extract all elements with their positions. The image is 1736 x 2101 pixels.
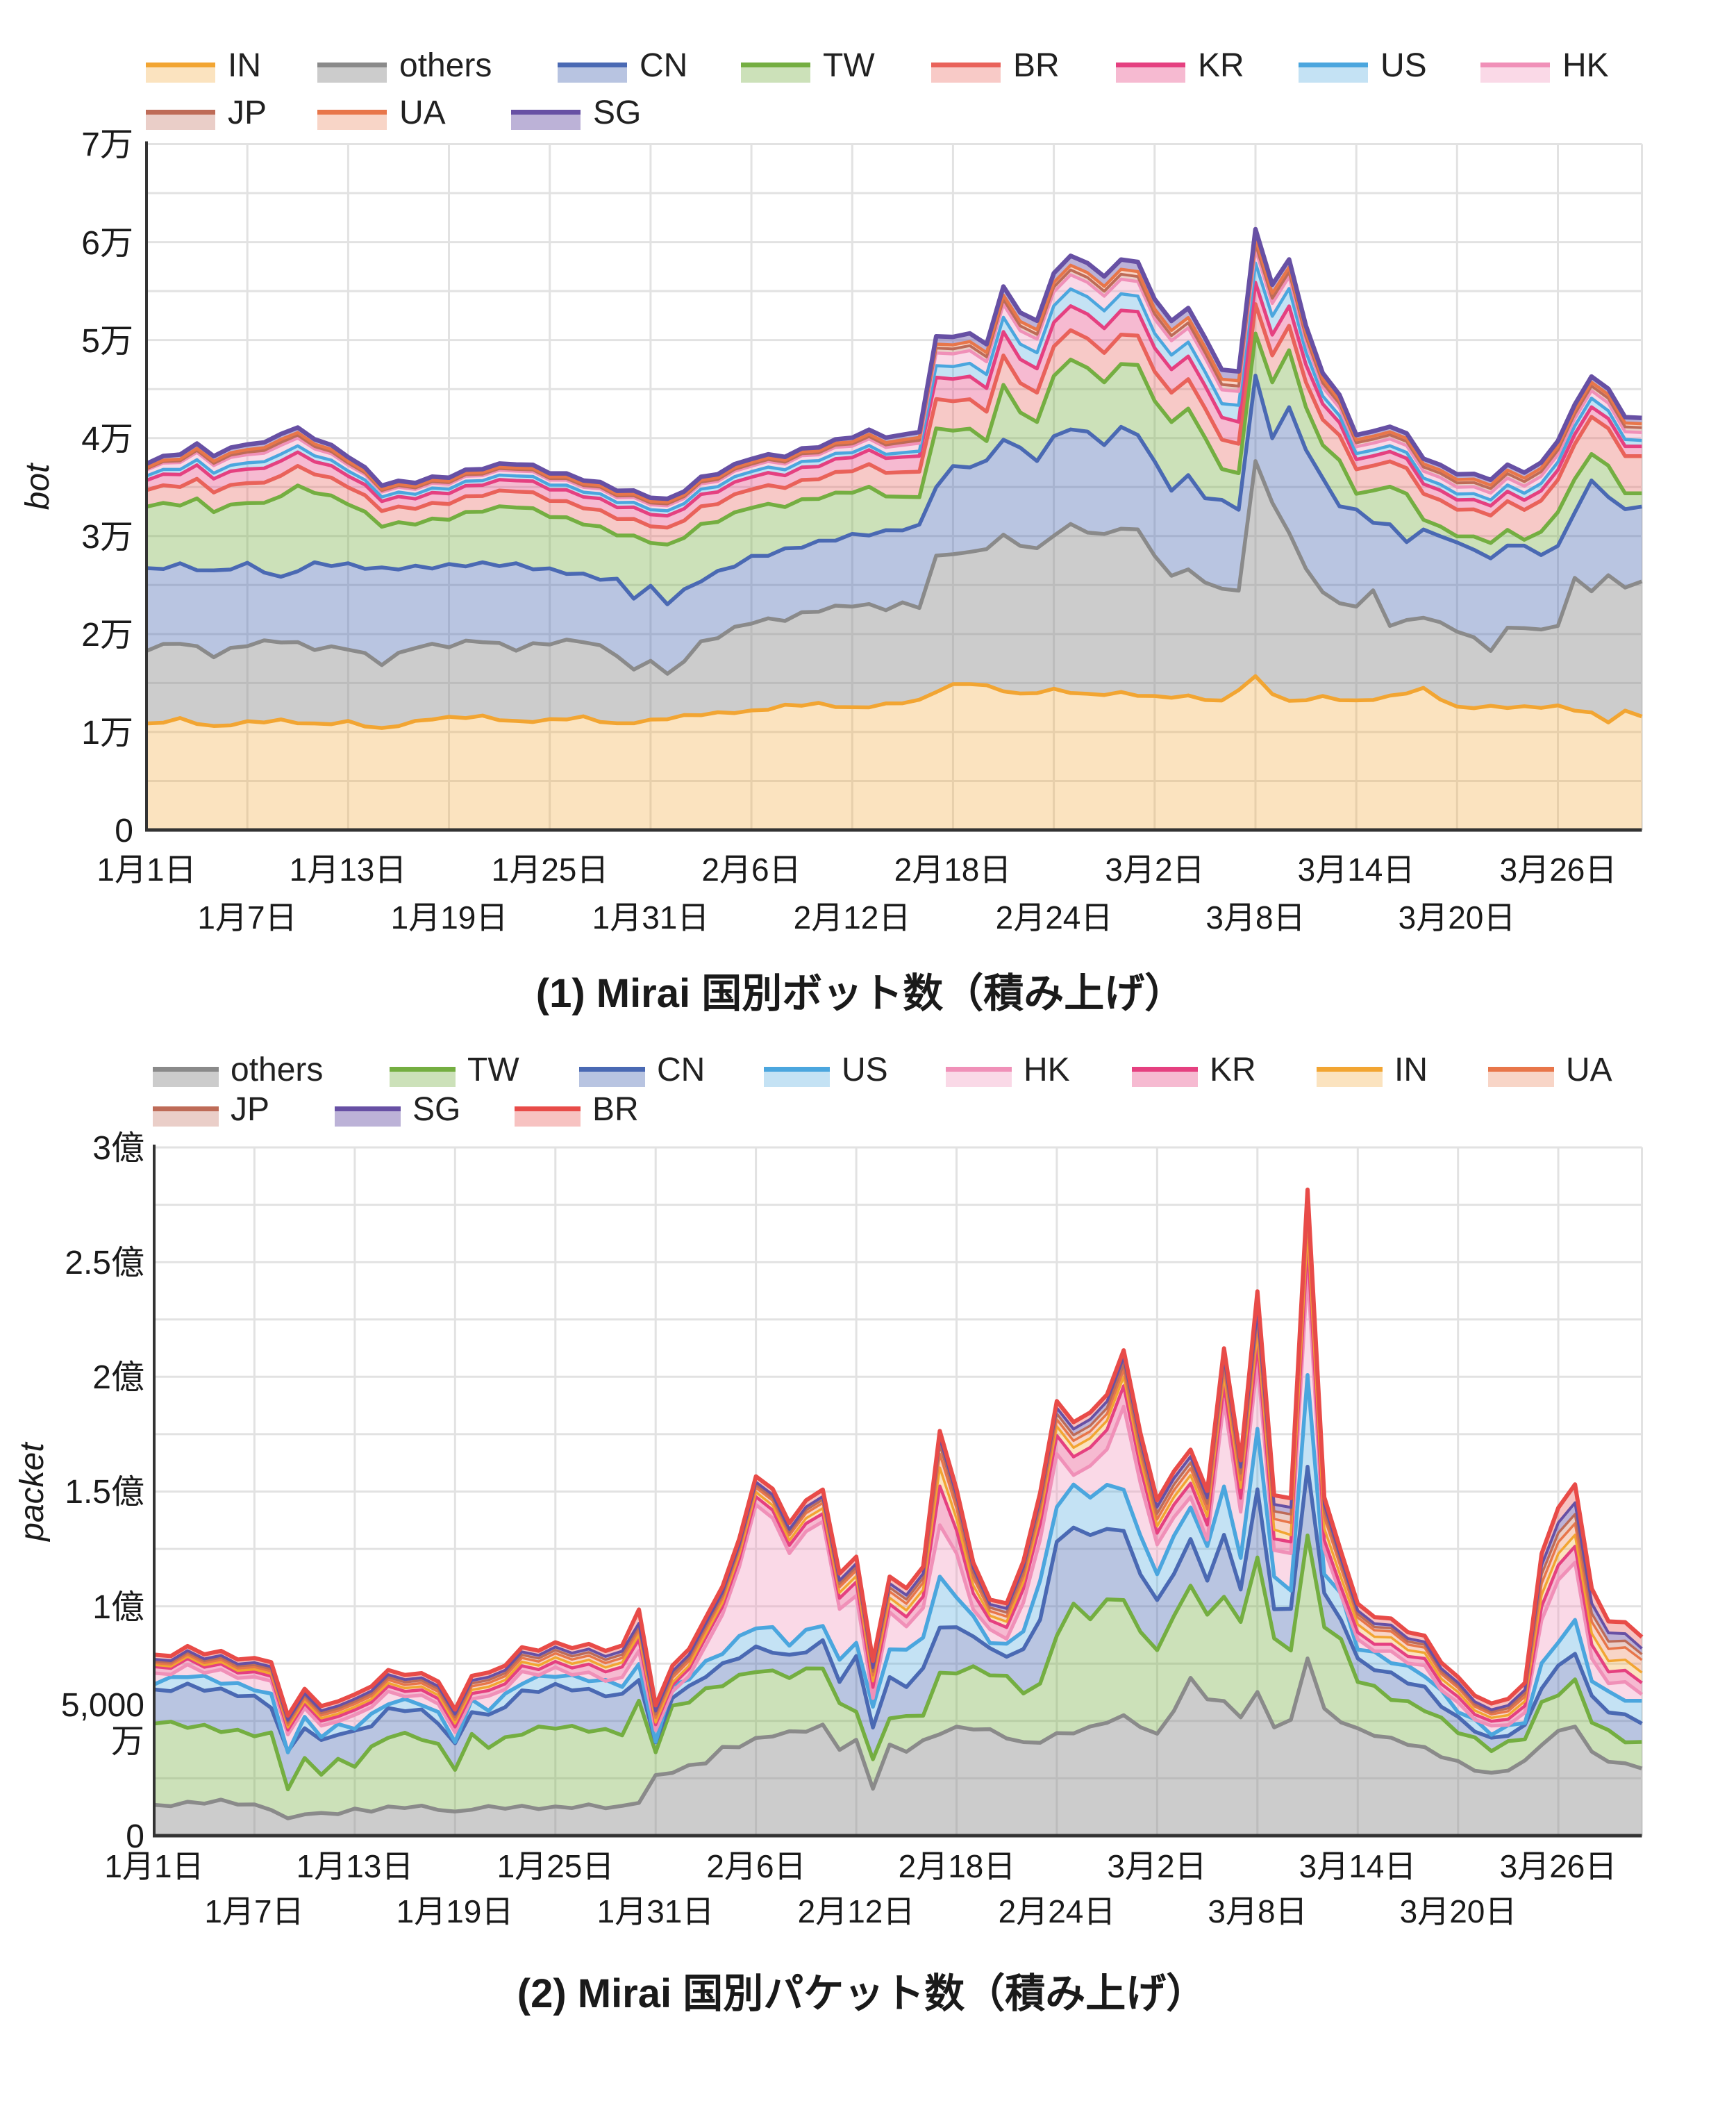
svg-text:others: others	[231, 1052, 323, 1088]
svg-text:1月7日: 1月7日	[197, 899, 297, 936]
svg-text:packet: packet	[14, 1442, 51, 1543]
svg-text:2万: 2万	[81, 617, 133, 654]
svg-text:1月7日: 1月7日	[204, 1893, 303, 1929]
svg-text:bot: bot	[19, 463, 56, 510]
svg-text:CN: CN	[657, 1052, 705, 1088]
svg-text:2月6日: 2月6日	[706, 1848, 806, 1884]
svg-text:1月25日: 1月25日	[497, 1848, 615, 1884]
svg-text:3月14日: 3月14日	[1298, 852, 1415, 888]
svg-text:3月2日: 3月2日	[1107, 1848, 1206, 1884]
svg-text:1月1日: 1月1日	[104, 1848, 203, 1884]
svg-text:0: 0	[126, 1818, 144, 1855]
svg-text:6万: 6万	[81, 225, 133, 262]
svg-text:(2) Mirai 国別パケット数（積み上げ）: (2) Mirai 国別パケット数（積み上げ）	[517, 1971, 1207, 2016]
svg-text:2億: 2億	[92, 1359, 144, 1396]
svg-text:2月24日: 2月24日	[999, 1893, 1116, 1929]
svg-text:2.5億: 2.5億	[65, 1245, 144, 1281]
svg-text:UA: UA	[399, 94, 446, 131]
svg-text:IN: IN	[228, 47, 261, 84]
svg-text:BR: BR	[1013, 47, 1060, 84]
svg-text:0: 0	[115, 813, 133, 849]
svg-text:2月12日: 2月12日	[798, 1893, 915, 1929]
svg-text:US: US	[1380, 47, 1427, 84]
svg-text:KR: KR	[1198, 47, 1244, 84]
svg-text:KR: KR	[1210, 1052, 1256, 1088]
svg-text:JP: JP	[231, 1091, 269, 1128]
svg-text:2月24日: 2月24日	[996, 899, 1113, 936]
svg-text:3億: 3億	[92, 1130, 144, 1167]
svg-text:US: US	[842, 1052, 888, 1088]
svg-text:SG: SG	[593, 94, 641, 131]
svg-text:1月13日: 1月13日	[297, 1848, 414, 1884]
svg-text:IN: IN	[1394, 1052, 1428, 1088]
svg-text:UA: UA	[1566, 1052, 1612, 1088]
svg-text:2月18日: 2月18日	[899, 1848, 1016, 1884]
svg-text:CN: CN	[640, 47, 687, 84]
svg-text:TW: TW	[823, 47, 875, 84]
svg-text:1月25日: 1月25日	[492, 852, 609, 888]
svg-text:3月26日: 3月26日	[1500, 1848, 1617, 1884]
svg-text:2月12日: 2月12日	[794, 899, 911, 936]
svg-text:1.5億: 1.5億	[65, 1474, 144, 1511]
svg-text:SG: SG	[412, 1091, 460, 1128]
svg-text:7万: 7万	[81, 126, 133, 163]
svg-text:BR: BR	[592, 1091, 639, 1128]
svg-text:HK: HK	[1562, 47, 1609, 84]
svg-text:3月26日: 3月26日	[1500, 852, 1617, 888]
svg-text:3月2日: 3月2日	[1105, 852, 1204, 888]
svg-text:1億: 1億	[92, 1589, 144, 1626]
svg-text:1月13日: 1月13日	[290, 852, 407, 888]
svg-text:3月14日: 3月14日	[1299, 1848, 1417, 1884]
svg-text:3月20日: 3月20日	[1400, 1893, 1517, 1929]
svg-text:JP: JP	[228, 94, 267, 131]
svg-text:1月19日: 1月19日	[397, 1893, 514, 1929]
svg-text:HK: HK	[1024, 1052, 1070, 1088]
svg-text:1月31日: 1月31日	[592, 899, 710, 936]
svg-text:5,000: 5,000	[61, 1687, 144, 1724]
svg-text:others: others	[399, 47, 492, 84]
svg-text:3万: 3万	[81, 519, 133, 556]
svg-text:4万: 4万	[81, 421, 133, 458]
svg-text:TW: TW	[467, 1052, 519, 1088]
svg-text:1月19日: 1月19日	[391, 899, 508, 936]
svg-text:1月31日: 1月31日	[597, 1893, 715, 1929]
svg-text:3月8日: 3月8日	[1208, 1893, 1307, 1929]
svg-text:2月18日: 2月18日	[894, 852, 1012, 888]
svg-text:3月8日: 3月8日	[1205, 899, 1305, 936]
svg-text:1万: 1万	[81, 715, 133, 751]
svg-text:(1) Mirai 国別ボット数（積み上げ）: (1) Mirai 国別ボット数（積み上げ）	[536, 971, 1185, 1016]
svg-text:5万: 5万	[81, 323, 133, 360]
svg-text:万: 万	[111, 1723, 144, 1760]
svg-text:2月6日: 2月6日	[701, 852, 801, 888]
svg-text:3月20日: 3月20日	[1399, 899, 1516, 936]
svg-text:1月1日: 1月1日	[97, 852, 196, 888]
